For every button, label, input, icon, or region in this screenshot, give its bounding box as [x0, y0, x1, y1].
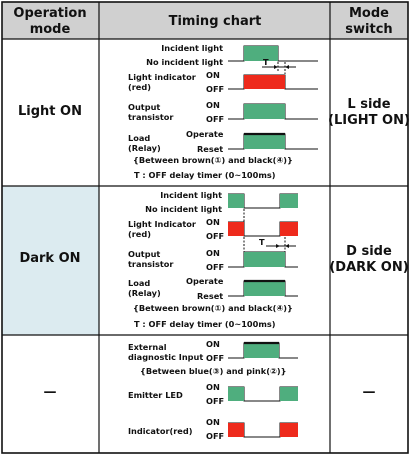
diagnostic-emitter-on: ON: [206, 382, 220, 392]
header-operation-mode-line1: Operation: [13, 6, 86, 21]
light-on-load-reset: Reset: [197, 144, 223, 154]
dark-on-no-incident-label: No incident light: [145, 204, 222, 214]
light-on-mode-label: Light ON: [18, 104, 82, 119]
diagnostic-emitter-fill-left: [228, 387, 244, 401]
dark-on-t-mark: T: [259, 237, 265, 247]
dark-on-indicator-fill-left: [228, 222, 244, 236]
light-on-timer-note: T : OFF delay timer (0~100ms): [134, 170, 276, 180]
dark-on-incident-label: Incident light: [160, 190, 222, 200]
diagnostic-indicator-fill-right: [280, 423, 298, 437]
light-on-indicator-label-line1: Light indicator: [128, 72, 197, 82]
dark-on-t-arrow-right: [285, 244, 289, 248]
dark-on-load-label-line2: (Relay): [128, 288, 161, 298]
diagnostic-switch-label: —: [363, 385, 376, 400]
light-on-output-label-line2: transistor: [128, 112, 174, 122]
diagnostic-wiring-note: {Between blue(③) and pink(②)}: [140, 366, 286, 376]
light-on-indicator-off: OFF: [206, 84, 224, 94]
light-on-t-mark: T: [263, 57, 269, 67]
dark-on-indicator-fill-right: [280, 222, 298, 236]
dark-on-incident-fill-right: [280, 194, 298, 208]
light-on-switch-line2: (LIGHT ON): [328, 113, 410, 128]
light-on-output-fill: [244, 104, 285, 119]
light-on-incident-label: Incident light: [161, 43, 223, 53]
diagnostic-emitter-label: Emitter LED: [128, 390, 183, 400]
dark-on-switch-line1: D side: [346, 244, 392, 259]
dark-on-indicator-on: ON: [206, 217, 220, 227]
dark-on-mode-label: Dark ON: [19, 251, 80, 266]
light-on-load-label-line1: Load: [128, 133, 150, 143]
dark-on-load-reset: Reset: [197, 291, 223, 301]
light-on-wiring-note: {Between brown(①) and black(④)}: [133, 155, 293, 165]
header-mode-switch-line1: Mode: [349, 6, 389, 21]
dark-on-mode-background: [2, 186, 99, 335]
dark-on-load-operate: Operate: [186, 276, 224, 286]
header-timing-chart: Timing chart: [169, 14, 262, 29]
light-on-output-off: OFF: [206, 114, 224, 124]
diagnostic-indicator-off: OFF: [206, 431, 224, 441]
light-on-output-on: ON: [206, 100, 220, 110]
dark-on-output-on: ON: [206, 248, 220, 258]
diagnostic-ext-on: ON: [206, 339, 220, 349]
dark-on-incident-fill-left: [228, 194, 244, 208]
light-on-t-arrow-left: [274, 65, 278, 69]
dark-on-timer-note: T : OFF delay timer (0~100ms): [134, 319, 276, 329]
light-on-output-label-line1: Output: [128, 102, 160, 112]
dark-on-wiring-note: {Between brown(①) and black(④)}: [133, 303, 293, 313]
light-on-switch-line1: L side: [347, 97, 390, 112]
light-on-indicator-fill: [244, 75, 285, 89]
dark-on-output-fill: [244, 252, 285, 267]
diagnostic-ext-off: OFF: [206, 353, 224, 363]
diagnostic-emitter-off: OFF: [206, 396, 224, 406]
diagnostic-emitter-fill-right: [280, 387, 298, 401]
dark-on-t-arrow-left: [276, 244, 280, 248]
header-operation-mode-line2: mode: [30, 22, 71, 37]
light-on-incident-fill: [244, 46, 278, 61]
dark-on-switch-line2: (DARK ON): [329, 260, 408, 275]
header-mode-switch-line2: switch: [345, 22, 392, 37]
diagnostic-ext-fill: [244, 343, 279, 358]
dark-on-indicator-label-line2: (red): [128, 229, 151, 239]
header-background: [2, 2, 408, 39]
light-on-no-incident-label: No incident light: [146, 57, 223, 67]
dark-on-output-label-line1: Output: [128, 249, 160, 259]
dark-on-output-off: OFF: [206, 262, 224, 272]
dark-on-indicator-label-line1: Light Indicator: [128, 219, 197, 229]
diagnostic-indicator-fill-left: [228, 423, 244, 437]
light-on-load-fill: [244, 134, 285, 149]
dark-on-indicator-off: OFF: [206, 231, 224, 241]
light-on-load-operate: Operate: [186, 129, 224, 139]
light-on-t-arrow-right: [285, 65, 289, 69]
dark-on-output-label-line2: transistor: [128, 259, 174, 269]
light-on-load-label-line2: (Relay): [128, 143, 161, 153]
diagnostic-indicator-label: Indicator(red): [128, 426, 193, 436]
diagnostic-ext-label-line2: diagnostic Input: [128, 352, 203, 362]
dark-on-load-fill: [244, 281, 285, 296]
diagnostic-indicator-on: ON: [206, 417, 220, 427]
light-on-indicator-on: ON: [206, 70, 220, 80]
light-on-indicator-label-line2: (red): [128, 82, 151, 92]
dark-on-load-label-line1: Load: [128, 278, 150, 288]
diagnostic-mode-label: —: [44, 385, 57, 400]
diagnostic-ext-label-line1: External: [128, 342, 167, 352]
